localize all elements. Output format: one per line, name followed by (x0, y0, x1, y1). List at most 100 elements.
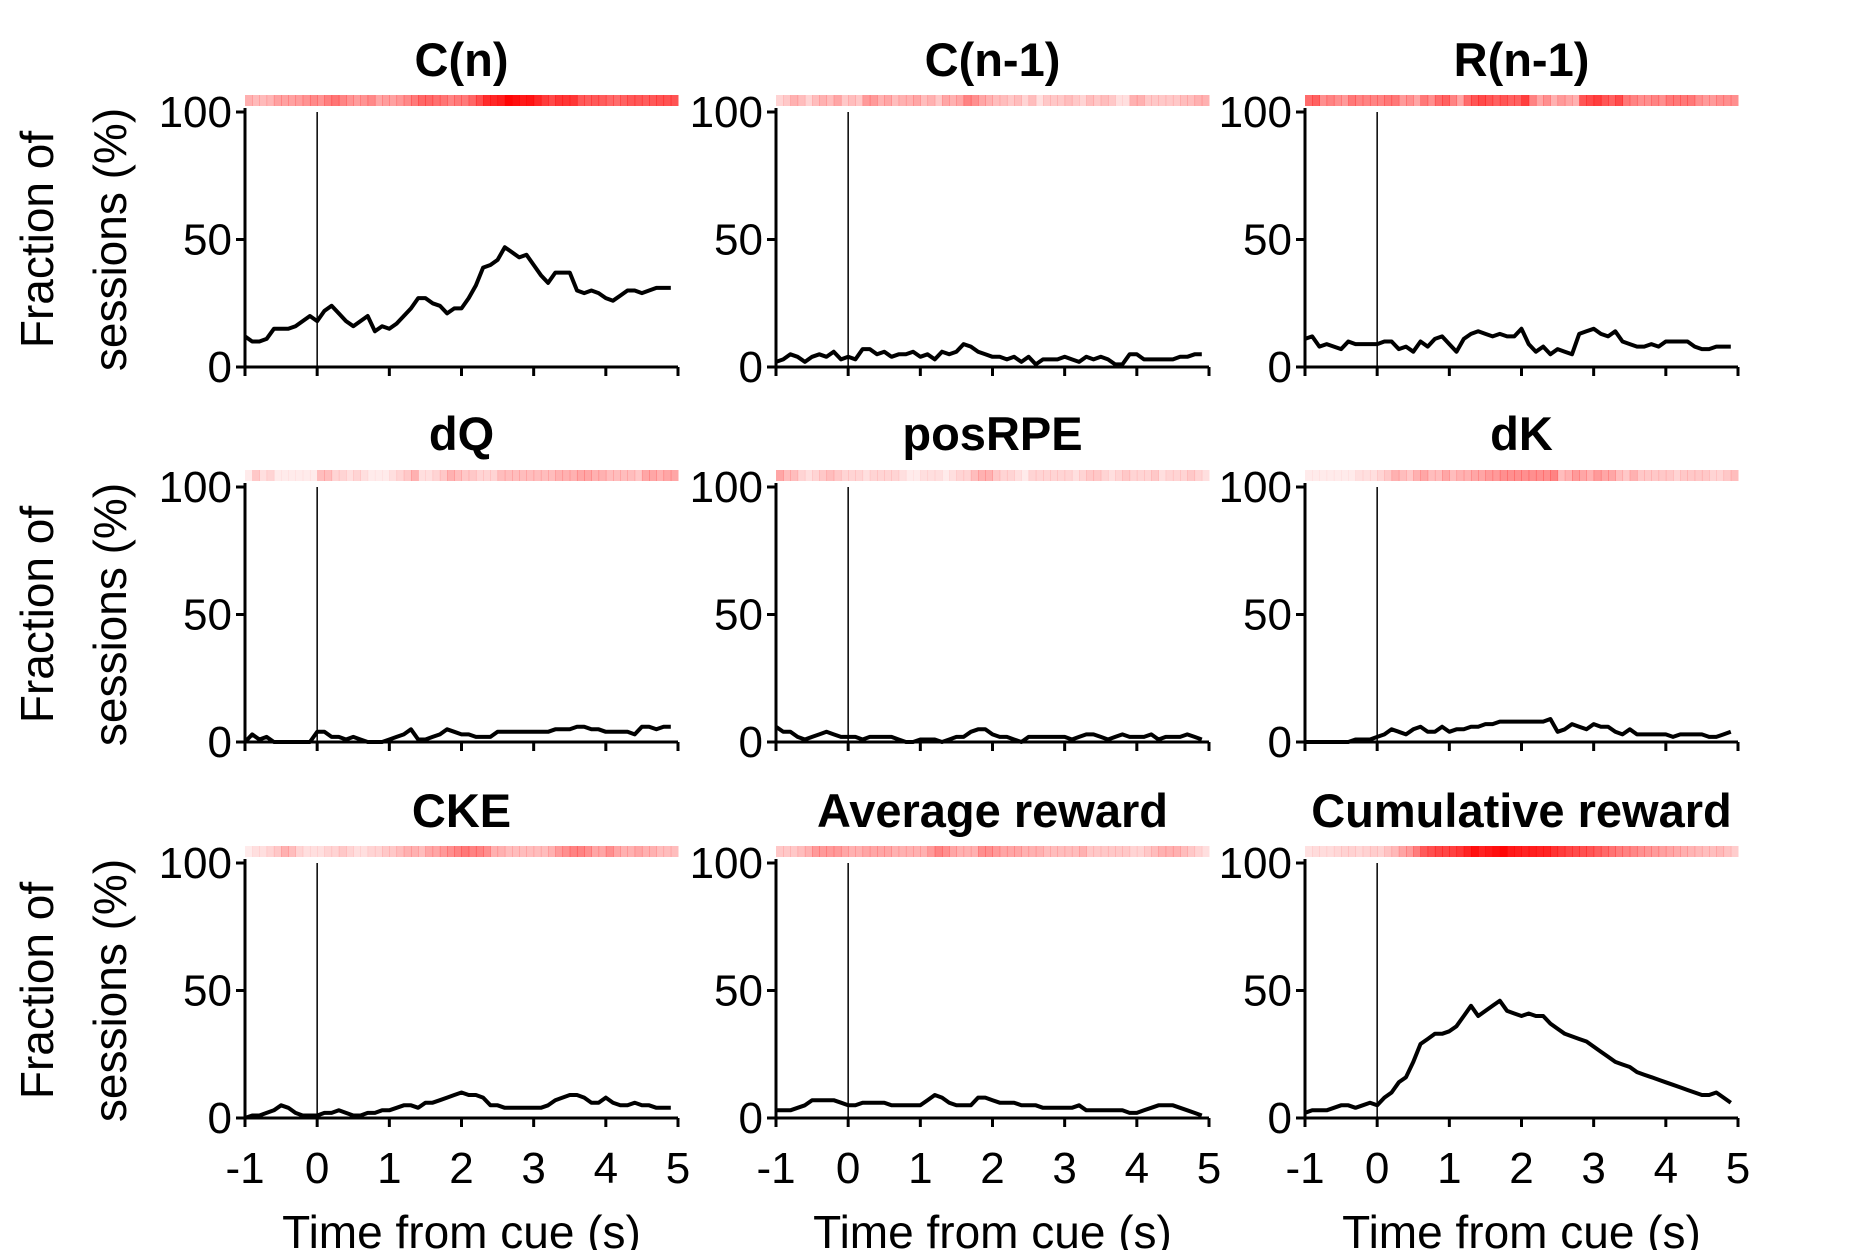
heat-cell (898, 470, 907, 481)
heat-cell (497, 95, 506, 106)
heat-cell (992, 846, 1001, 857)
heat-cell (252, 470, 260, 481)
heat-cell (941, 470, 950, 481)
heat-cell (432, 470, 441, 481)
y-tick-label: 100 (1219, 463, 1292, 512)
y-tick-label: 0 (1268, 718, 1292, 767)
heat-cell (1093, 470, 1102, 481)
heat-cell (331, 846, 340, 857)
heat-cell (1341, 470, 1349, 481)
heat-cell (970, 470, 979, 481)
heat-cell (1369, 846, 1378, 857)
heat-cell (877, 95, 885, 106)
heat-cell (1326, 470, 1335, 481)
x-axis-label: Time from cue (s) (813, 1206, 1172, 1250)
heat-cell (1622, 470, 1631, 481)
heat-cell (920, 846, 929, 857)
heat-cell (840, 846, 849, 857)
heat-cell (790, 470, 799, 481)
heat-cell (512, 95, 520, 106)
heat-cell (1514, 470, 1522, 481)
heat-cell (826, 846, 835, 857)
heat-cell (1377, 846, 1385, 857)
heat-cell (1107, 95, 1116, 106)
heat-cell (1305, 470, 1313, 481)
series-line (775, 342, 1202, 367)
heat-cell (1021, 846, 1030, 857)
heat-cell (324, 846, 333, 857)
y-axis-label-line: Fraction of (11, 506, 63, 724)
heat-cell (949, 95, 957, 106)
series-line (244, 1090, 671, 1120)
heat-cell (1377, 470, 1385, 481)
heat-cell (461, 470, 470, 481)
heat-cell (999, 846, 1008, 857)
heat-cell (1043, 470, 1051, 481)
panel: posRPE 0 50 100 (690, 407, 1211, 767)
heat-cell (382, 470, 390, 481)
heat-cell (1194, 95, 1203, 106)
y-tick-label: 100 (159, 88, 232, 137)
heat-cell (797, 95, 806, 106)
heat-cell (338, 846, 347, 857)
panel-title: Cumulative reward (1311, 784, 1732, 837)
heat-cell (1406, 470, 1414, 481)
series-line (243, 245, 671, 344)
heat-cell (1449, 95, 1458, 106)
heat-cell (1071, 470, 1080, 481)
heat-cell (403, 95, 412, 106)
heat-cell (1057, 470, 1066, 481)
heat-cell (1665, 846, 1674, 857)
x-tick-label: 3 (1581, 1144, 1605, 1193)
heat-cell (1636, 95, 1645, 106)
y-axis-label-line: Fraction of (11, 882, 63, 1100)
heat-cell (1341, 95, 1349, 106)
heat-cell (1187, 470, 1196, 481)
heat-cell (1701, 95, 1710, 106)
heat-cell (1470, 846, 1479, 857)
heat-cell (1100, 470, 1109, 481)
heat-cell (812, 470, 820, 481)
heat-cell (826, 470, 835, 481)
heat-cell (245, 470, 253, 481)
heat-cell (627, 470, 636, 481)
heat-cell (804, 846, 813, 857)
heat-cell (1521, 846, 1530, 857)
heat-cell (1658, 470, 1667, 481)
heat-cell (1144, 846, 1152, 857)
heat-cell (562, 846, 571, 857)
heat-cell (1593, 95, 1602, 106)
heat-cell (1035, 95, 1044, 106)
heat-cell (913, 846, 921, 857)
heat-cell (396, 470, 405, 481)
heat-cell (1478, 470, 1486, 481)
heat-cell (812, 846, 820, 857)
heat-cell (1355, 846, 1364, 857)
panel-title: C(n) (415, 33, 509, 86)
heat-cell (797, 470, 806, 481)
heat-cell (324, 470, 333, 481)
heat-cell (920, 95, 929, 106)
heat-cell (454, 95, 462, 106)
heat-cell (1514, 95, 1522, 106)
heat-cell (1658, 95, 1667, 106)
heat-cell (920, 470, 929, 481)
heat-cell (1115, 846, 1123, 857)
heat-cell (266, 470, 275, 481)
heat-cell (1391, 95, 1400, 106)
heat-cell (382, 95, 390, 106)
heat-cell (1579, 846, 1587, 857)
heat-cell (1201, 95, 1210, 106)
heat-cell (1723, 95, 1732, 106)
panel-title: dQ (429, 407, 494, 460)
heat-cell (1158, 846, 1167, 857)
heat-cell (1172, 95, 1181, 106)
heat-cell (1716, 95, 1725, 106)
heat-cell (1528, 95, 1537, 106)
heat-cell (548, 95, 556, 106)
heat-cell (1709, 95, 1717, 106)
heat-cell (1165, 95, 1174, 106)
heat-cell (1413, 846, 1421, 857)
heat-cell (295, 846, 304, 857)
heat-cell (591, 95, 600, 106)
